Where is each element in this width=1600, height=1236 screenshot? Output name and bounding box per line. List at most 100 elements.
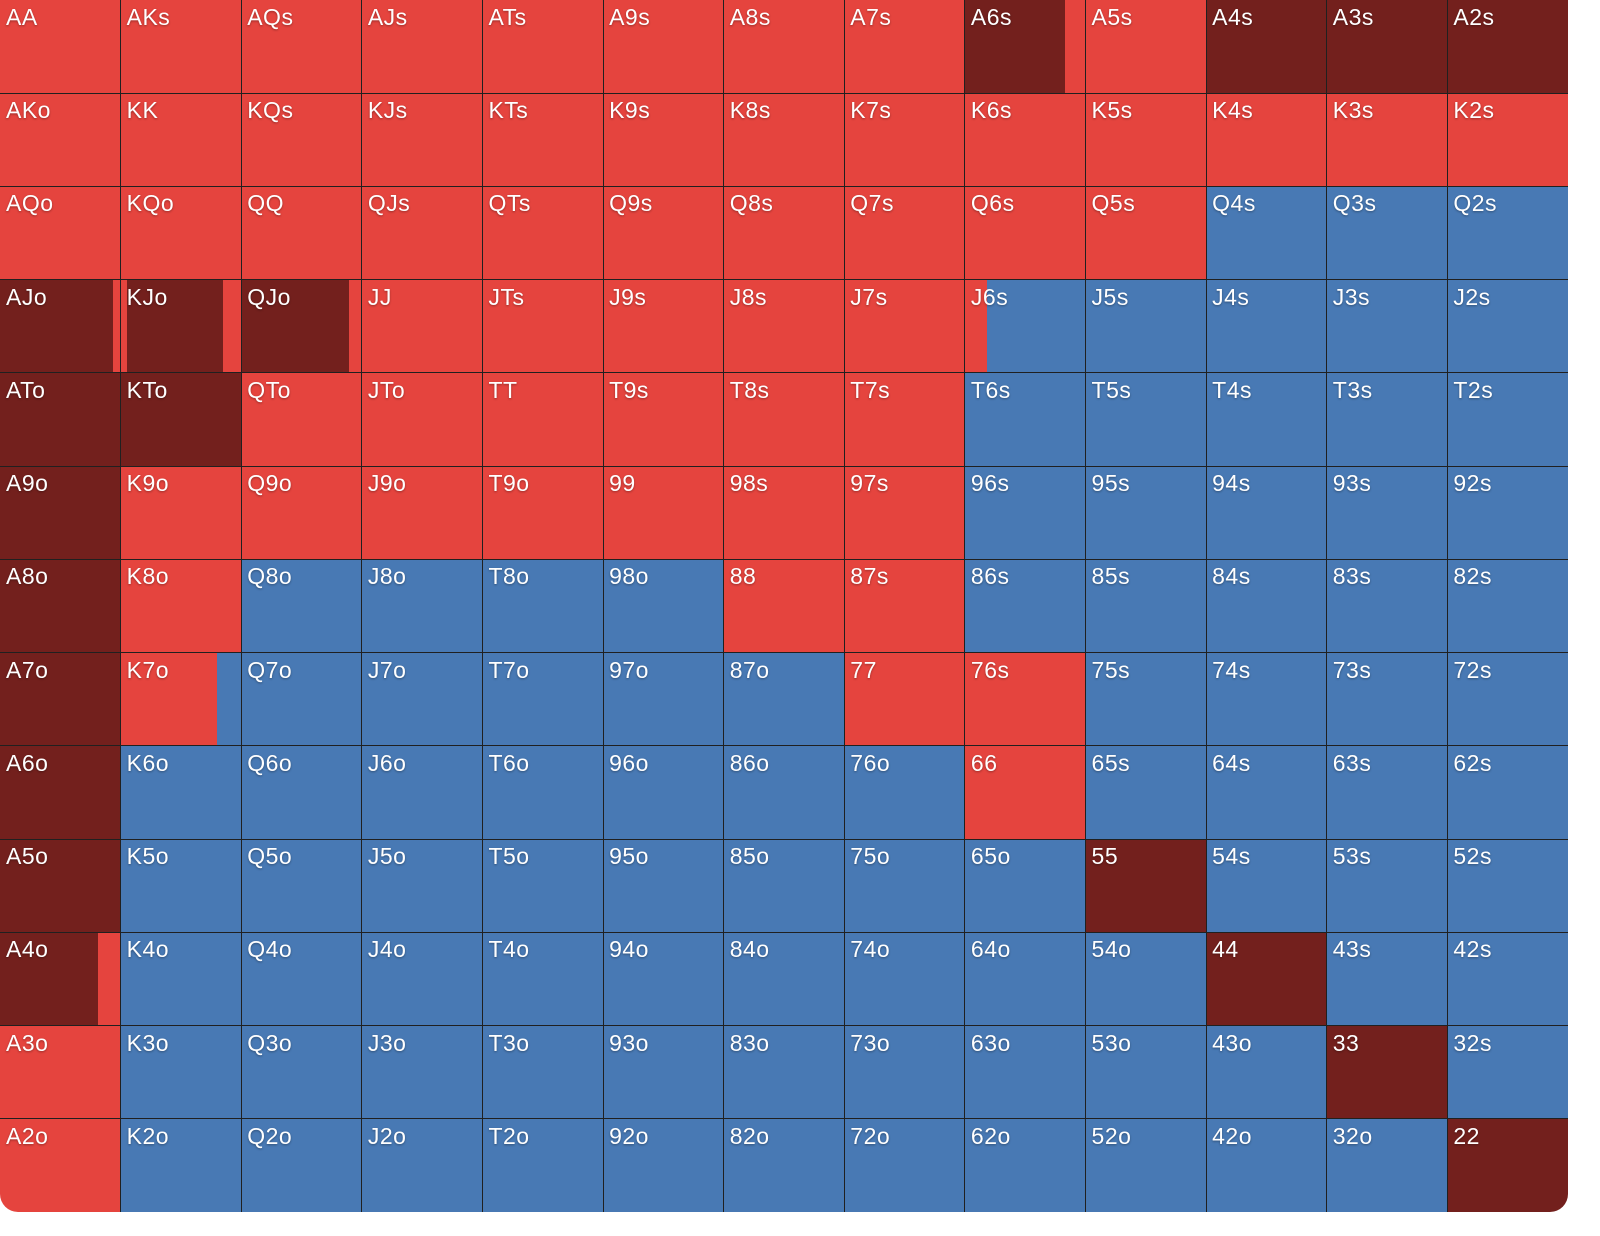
- hand-cell-t6o[interactable]: T6o: [482, 745, 604, 840]
- hand-cell-k4o[interactable]: K4o: [120, 932, 242, 1026]
- hand-cell-jj[interactable]: JJ: [361, 279, 483, 373]
- hand-cell-32o[interactable]: 32o: [1326, 1118, 1448, 1212]
- hand-cell-64s[interactable]: 64s: [1206, 745, 1327, 840]
- hand-cell-42o[interactable]: 42o: [1206, 1118, 1327, 1212]
- hand-cell-j8s[interactable]: J8s: [723, 279, 845, 373]
- hand-cell-53s[interactable]: 53s: [1326, 839, 1448, 933]
- hand-cell-a7o[interactable]: A7o: [0, 652, 121, 746]
- hand-cell-ato[interactable]: ATo: [0, 372, 121, 467]
- hand-cell-a5s[interactable]: A5s: [1085, 0, 1207, 94]
- hand-cell-32s[interactable]: 32s: [1447, 1025, 1568, 1119]
- hand-cell-aqo[interactable]: AQo: [0, 186, 121, 280]
- hand-cell-73o[interactable]: 73o: [844, 1025, 965, 1119]
- hand-cell-92s[interactable]: 92s: [1447, 466, 1568, 560]
- hand-cell-63s[interactable]: 63s: [1326, 745, 1448, 840]
- hand-cell-a2s[interactable]: A2s: [1447, 0, 1568, 94]
- hand-cell-t7o[interactable]: T7o: [482, 652, 604, 746]
- hand-cell-j4o[interactable]: J4o: [361, 932, 483, 1026]
- hand-cell-qto[interactable]: QTo: [241, 372, 362, 467]
- hand-cell-63o[interactable]: 63o: [964, 1025, 1086, 1119]
- hand-cell-a4s[interactable]: A4s: [1206, 0, 1327, 94]
- hand-cell-77[interactable]: 77: [844, 652, 965, 746]
- hand-cell-ajs[interactable]: AJs: [361, 0, 483, 94]
- hand-cell-85o[interactable]: 85o: [723, 839, 845, 933]
- hand-cell-qts[interactable]: QTs: [482, 186, 604, 280]
- hand-cell-a2o[interactable]: A2o: [0, 1118, 121, 1212]
- hand-cell-55[interactable]: 55: [1085, 839, 1207, 933]
- hand-cell-q5s[interactable]: Q5s: [1085, 186, 1207, 280]
- hand-cell-ats[interactable]: ATs: [482, 0, 604, 94]
- hand-cell-87s[interactable]: 87s: [844, 559, 965, 653]
- hand-cell-93s[interactable]: 93s: [1326, 466, 1448, 560]
- hand-cell-76o[interactable]: 76o: [844, 745, 965, 840]
- hand-cell-k2s[interactable]: K2s: [1447, 93, 1568, 187]
- hand-cell-q8s[interactable]: Q8s: [723, 186, 845, 280]
- hand-cell-j6s[interactable]: J6s: [964, 279, 1086, 373]
- hand-cell-j9s[interactable]: J9s: [603, 279, 724, 373]
- hand-cell-q5o[interactable]: Q5o: [241, 839, 362, 933]
- hand-cell-t9o[interactable]: T9o: [482, 466, 604, 560]
- hand-cell-74s[interactable]: 74s: [1206, 652, 1327, 746]
- hand-cell-74o[interactable]: 74o: [844, 932, 965, 1026]
- hand-cell-a9s[interactable]: A9s: [603, 0, 724, 94]
- hand-cell-t9s[interactable]: T9s: [603, 372, 724, 467]
- hand-cell-jts[interactable]: JTs: [482, 279, 604, 373]
- hand-cell-k3s[interactable]: K3s: [1326, 93, 1448, 187]
- hand-cell-q7s[interactable]: Q7s: [844, 186, 965, 280]
- hand-cell-qq[interactable]: QQ: [241, 186, 362, 280]
- hand-cell-j8o[interactable]: J8o: [361, 559, 483, 653]
- hand-cell-97s[interactable]: 97s: [844, 466, 965, 560]
- hand-cell-87o[interactable]: 87o: [723, 652, 845, 746]
- hand-cell-54s[interactable]: 54s: [1206, 839, 1327, 933]
- hand-cell-kjo[interactable]: KJo: [120, 279, 242, 373]
- hand-cell-t3s[interactable]: T3s: [1326, 372, 1448, 467]
- hand-cell-a3s[interactable]: A3s: [1326, 0, 1448, 94]
- hand-cell-a7s[interactable]: A7s: [844, 0, 965, 94]
- hand-cell-k8s[interactable]: K8s: [723, 93, 845, 187]
- hand-cell-j5s[interactable]: J5s: [1085, 279, 1207, 373]
- hand-cell-54o[interactable]: 54o: [1085, 932, 1207, 1026]
- hand-cell-97o[interactable]: 97o: [603, 652, 724, 746]
- hand-cell-kts[interactable]: KTs: [482, 93, 604, 187]
- hand-cell-k5s[interactable]: K5s: [1085, 93, 1207, 187]
- hand-cell-k5o[interactable]: K5o: [120, 839, 242, 933]
- hand-cell-76s[interactable]: 76s: [964, 652, 1086, 746]
- hand-cell-t8s[interactable]: T8s: [723, 372, 845, 467]
- hand-cell-kqo[interactable]: KQo: [120, 186, 242, 280]
- hand-cell-65o[interactable]: 65o: [964, 839, 1086, 933]
- hand-cell-86s[interactable]: 86s: [964, 559, 1086, 653]
- hand-cell-94s[interactable]: 94s: [1206, 466, 1327, 560]
- hand-cell-t6s[interactable]: T6s: [964, 372, 1086, 467]
- hand-cell-k4s[interactable]: K4s: [1206, 93, 1327, 187]
- hand-cell-a5o[interactable]: A5o: [0, 839, 121, 933]
- hand-cell-q7o[interactable]: Q7o: [241, 652, 362, 746]
- hand-cell-t2s[interactable]: T2s: [1447, 372, 1568, 467]
- hand-cell-94o[interactable]: 94o: [603, 932, 724, 1026]
- hand-cell-43o[interactable]: 43o: [1206, 1025, 1327, 1119]
- hand-cell-88[interactable]: 88: [723, 559, 845, 653]
- hand-cell-k7s[interactable]: K7s: [844, 93, 965, 187]
- hand-cell-j7o[interactable]: J7o: [361, 652, 483, 746]
- hand-cell-99[interactable]: 99: [603, 466, 724, 560]
- hand-cell-j3o[interactable]: J3o: [361, 1025, 483, 1119]
- hand-cell-q6o[interactable]: Q6o: [241, 745, 362, 840]
- hand-cell-52o[interactable]: 52o: [1085, 1118, 1207, 1212]
- hand-cell-kjs[interactable]: KJs: [361, 93, 483, 187]
- hand-cell-q6s[interactable]: Q6s: [964, 186, 1086, 280]
- hand-cell-q2o[interactable]: Q2o: [241, 1118, 362, 1212]
- hand-cell-98o[interactable]: 98o: [603, 559, 724, 653]
- hand-cell-k9o[interactable]: K9o: [120, 466, 242, 560]
- hand-cell-a8s[interactable]: A8s: [723, 0, 845, 94]
- hand-cell-a8o[interactable]: A8o: [0, 559, 121, 653]
- hand-cell-95o[interactable]: 95o: [603, 839, 724, 933]
- hand-cell-22[interactable]: 22: [1447, 1118, 1568, 1212]
- hand-cell-k2o[interactable]: K2o: [120, 1118, 242, 1212]
- hand-cell-t7s[interactable]: T7s: [844, 372, 965, 467]
- hand-cell-jto[interactable]: JTo: [361, 372, 483, 467]
- hand-cell-t3o[interactable]: T3o: [482, 1025, 604, 1119]
- hand-cell-aa[interactable]: AA: [0, 0, 121, 94]
- hand-cell-t4o[interactable]: T4o: [482, 932, 604, 1026]
- hand-cell-t5o[interactable]: T5o: [482, 839, 604, 933]
- hand-cell-66[interactable]: 66: [964, 745, 1086, 840]
- hand-cell-42s[interactable]: 42s: [1447, 932, 1568, 1026]
